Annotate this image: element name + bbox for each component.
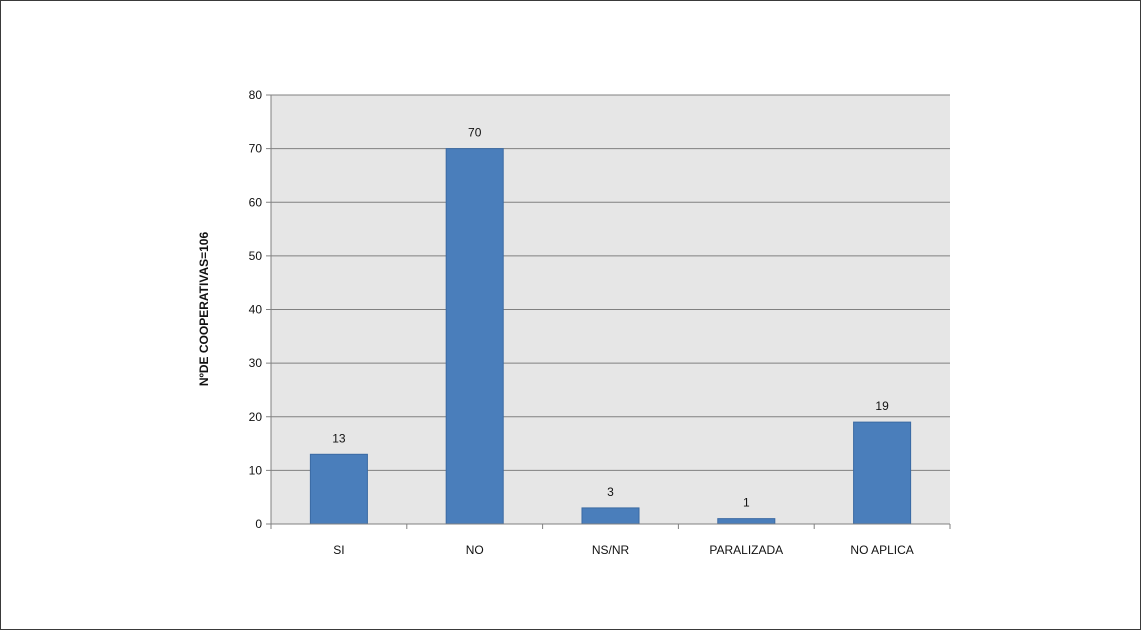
y-tick-label: 20 <box>249 410 263 424</box>
data-label: 1 <box>743 496 750 510</box>
y-tick-label: 10 <box>249 463 263 477</box>
y-tick-labels: 0 10 20 30 40 50 60 70 80 <box>249 88 263 531</box>
y-axis-title: NºDE COOPERATIVAS=106 <box>197 232 211 387</box>
data-label: 70 <box>468 126 482 140</box>
y-tick-label: 60 <box>249 195 263 209</box>
y-tick-label: 0 <box>255 517 262 531</box>
data-label: 13 <box>332 431 346 445</box>
bar-si <box>309 453 368 525</box>
y-tick-label: 30 <box>249 356 263 370</box>
gridlines <box>271 94 950 471</box>
data-labels: 13 70 3 1 19 <box>332 126 889 510</box>
x-tick-label: SI <box>333 543 344 557</box>
bar-no <box>445 148 504 525</box>
x-tick-labels: SI NO NS/NR PARALIZADA NO APLICA <box>333 543 914 557</box>
y-tick-label: 80 <box>249 88 263 102</box>
y-tick-label: 40 <box>249 303 263 317</box>
x-tick-label: NS/NR <box>592 543 630 557</box>
bar-no-aplica <box>853 421 912 525</box>
x-tick-label: PARALIZADA <box>709 543 783 557</box>
x-tick-label: NO APLICA <box>850 543 913 557</box>
bar-paralizada <box>717 518 776 525</box>
x-tick-label: NO <box>466 543 484 557</box>
axes <box>266 94 951 529</box>
data-label: 3 <box>607 485 614 499</box>
bars <box>309 148 912 525</box>
bar-ns-nr <box>581 507 640 525</box>
y-tick-label: 70 <box>249 142 263 156</box>
data-label: 19 <box>875 399 889 413</box>
y-tick-label: 50 <box>249 249 263 263</box>
